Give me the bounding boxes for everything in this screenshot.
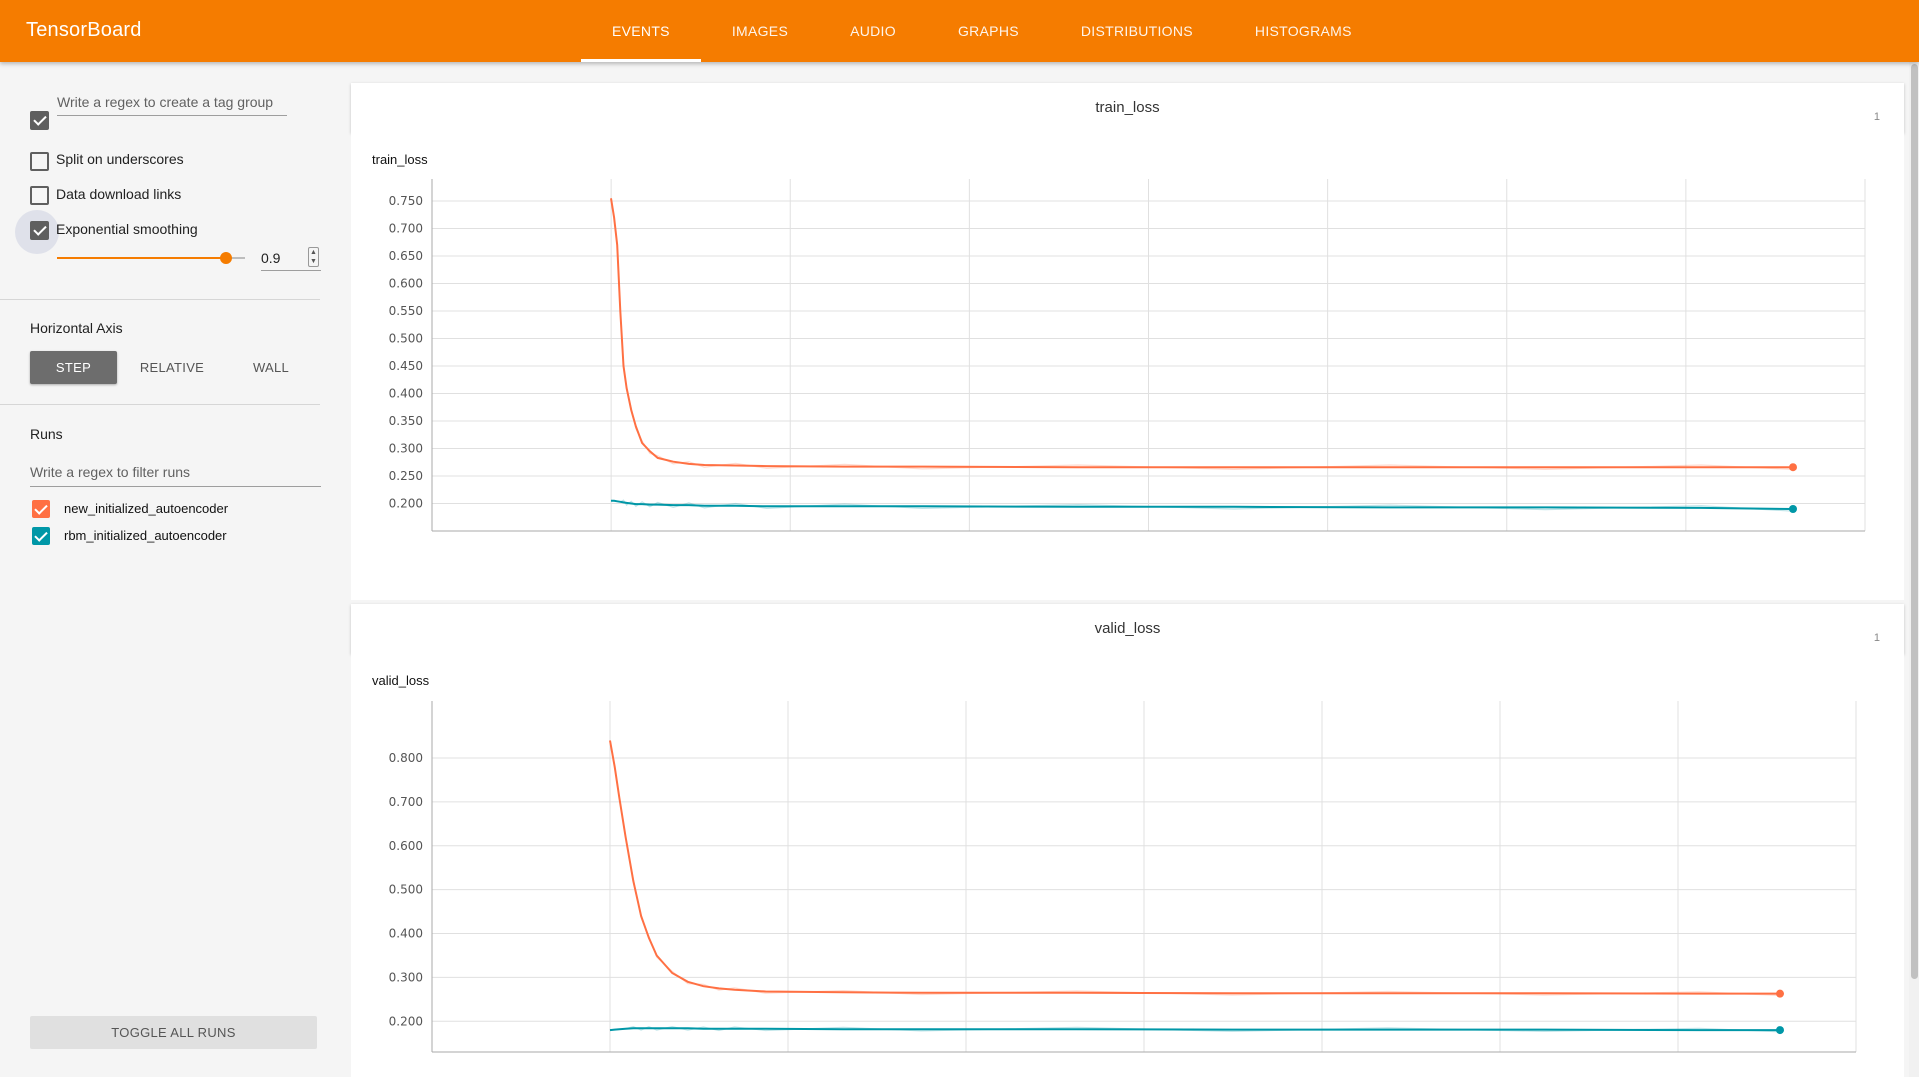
tab-graphs[interactable]: GRAPHS xyxy=(957,23,1019,39)
split-underscores-checkbox[interactable] xyxy=(30,152,49,171)
y-tick-label: 0.400 xyxy=(389,927,423,941)
run-checkbox-rbm-initialized[interactable] xyxy=(32,527,50,545)
y-tick-label: 0.600 xyxy=(389,839,423,853)
train-loss-chart[interactable]: 0.200 0.250 0.300 0.350 0.400 0.450 0.500 0.550… xyxy=(351,133,1904,600)
sidebar-divider xyxy=(0,299,320,300)
exponential-smoothing-checkbox[interactable] xyxy=(30,221,49,240)
y-tick-label: 0.300 xyxy=(389,442,423,456)
smoothing-slider-track[interactable] xyxy=(57,252,245,264)
panel-count: 1 xyxy=(1873,632,1880,644)
page-scrollbar[interactable] xyxy=(1909,62,1919,1077)
split-underscores-label: Split on underscores xyxy=(56,151,184,167)
chart-card-valid-loss: valid_loss 0.200 0.300 0.400 0.500 0.600 0.70… xyxy=(351,654,1904,1077)
data-download-checkbox[interactable] xyxy=(30,186,49,205)
runs-label: Runs xyxy=(30,426,63,442)
tab-histograms[interactable]: HISTOGRAMS xyxy=(1254,23,1352,39)
panel-header-valid-loss[interactable]: valid_loss 1 xyxy=(351,604,1904,654)
y-tick-label: 0.550 xyxy=(389,304,423,318)
tab-events[interactable]: EVENTS xyxy=(581,0,701,62)
run-checkbox-new-initialized[interactable] xyxy=(32,500,50,518)
run-label-new-initialized: new_initialized_autoencoder xyxy=(64,501,229,516)
axis-step-button[interactable]: STEP xyxy=(30,351,117,384)
smoothing-slider-knob[interactable] xyxy=(220,252,233,264)
tag-group-input[interactable]: Write a regex to create a tag group xyxy=(57,94,274,110)
scrollbar-thumb[interactable] xyxy=(1911,64,1918,979)
smoothing-value-input[interactable]: 0.9 xyxy=(261,250,281,266)
y-tick-label: 0.800 xyxy=(389,751,423,765)
y-tick-label: 0.650 xyxy=(389,249,423,263)
series-raw-line xyxy=(610,198,1794,471)
valid-loss-chart[interactable]: 0.200 0.300 0.400 0.500 0.600 0.700 0.800 xyxy=(351,654,1904,1077)
series-end-point xyxy=(1776,1026,1784,1035)
panel-header-train-loss[interactable]: train_loss 1 xyxy=(351,83,1904,133)
series-end-point xyxy=(1789,505,1797,513)
panel-count: 1 xyxy=(1873,111,1880,123)
exponential-smoothing-label: Exponential smoothing xyxy=(56,221,198,237)
y-tick-label: 0.700 xyxy=(389,795,423,809)
chart-title: valid_loss xyxy=(372,673,430,688)
y-tick-label: 0.700 xyxy=(389,222,423,236)
tag-group-input-underline xyxy=(57,115,287,116)
smoothing-value-underline xyxy=(261,270,321,271)
series-line xyxy=(610,198,1793,469)
y-tick-label: 0.750 xyxy=(389,194,423,208)
smoothing-slider-fill xyxy=(57,257,227,259)
chart-card-train-loss: train_loss 0.200 0.250 0.300 0.350 0.400 0.45… xyxy=(351,133,1904,600)
stepper-icon[interactable]: ▲ ▼ xyxy=(308,247,319,267)
tab-images[interactable]: IMAGES xyxy=(731,23,789,39)
axis-relative-button[interactable]: RELATIVE xyxy=(139,360,205,375)
series-line xyxy=(609,740,1780,995)
runs-filter-input[interactable]: Write a regex to filter runs xyxy=(30,464,191,480)
chart-title: train_loss xyxy=(372,152,428,167)
series-line xyxy=(609,1027,1780,1032)
data-download-label: Data download links xyxy=(56,186,182,202)
y-tick-label: 0.350 xyxy=(389,414,423,428)
series-raw-line xyxy=(609,740,1781,996)
y-tick-label: 0.600 xyxy=(389,277,423,291)
y-tick-label: 0.500 xyxy=(389,883,423,897)
series-end-point xyxy=(1789,463,1797,472)
nav-tabs: EVENTS IMAGES AUDIO GRAPHS DISTRIBUTIONS… xyxy=(581,0,1383,62)
horizontal-axis-label: Horizontal Axis xyxy=(30,320,123,336)
runs-filter-underline xyxy=(30,486,321,487)
tab-distributions[interactable]: DISTRIBUTIONS xyxy=(1080,23,1193,39)
panel-title: valid_loss xyxy=(1094,620,1161,637)
y-tick-label: 0.500 xyxy=(389,332,423,346)
panel-title: train_loss xyxy=(1095,99,1160,116)
sidebar: Write a regex to create a tag group Spli… xyxy=(0,62,335,1077)
tab-audio[interactable]: AUDIO xyxy=(850,23,896,39)
y-tick-label: 0.200 xyxy=(389,1014,423,1028)
sidebar-divider xyxy=(0,404,320,405)
top-app-bar: TensorBoard EVENTS IMAGES AUDIO GRAPHS D… xyxy=(0,0,1919,62)
y-tick-label: 0.450 xyxy=(389,359,423,373)
toggle-all-runs-button[interactable]: TOGGLE ALL RUNS xyxy=(30,1016,317,1049)
y-tick-label: 0.400 xyxy=(389,387,423,401)
app-title: TensorBoard xyxy=(26,19,142,41)
tag-group-checkbox-icon[interactable] xyxy=(30,111,49,130)
y-tick-label: 0.250 xyxy=(389,469,423,483)
y-tick-label: 0.300 xyxy=(389,970,423,984)
axis-wall-button[interactable]: WALL xyxy=(252,360,290,375)
y-tick-label: 0.200 xyxy=(389,497,423,511)
series-end-point xyxy=(1776,989,1784,998)
run-label-rbm-initialized: rbm_initialized_autoencoder xyxy=(64,528,227,543)
series-line xyxy=(611,499,1794,510)
